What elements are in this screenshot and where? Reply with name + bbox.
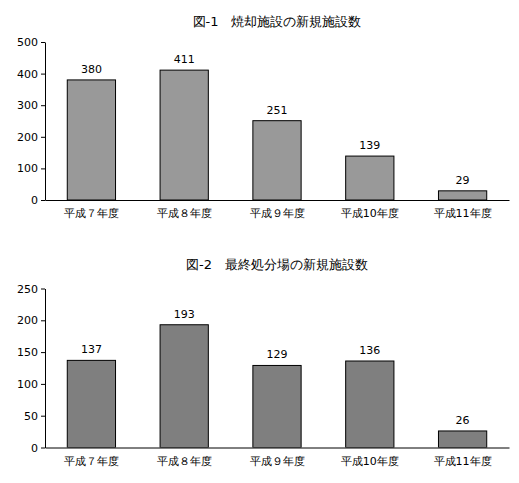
y-tick-label: 400: [17, 68, 38, 81]
y-tick: 100: [17, 162, 45, 175]
y-tick-mark: [41, 200, 45, 201]
y-tick-label: 0: [31, 194, 38, 207]
chart-title: 図-1 焼却施設の新規施設数: [193, 14, 362, 29]
y-tick-mark: [41, 74, 45, 75]
y-tick-label: 100: [17, 162, 38, 175]
y-tick-label: 50: [24, 410, 38, 423]
y-tick: 200: [17, 314, 45, 327]
y-tick-label: 500: [17, 36, 38, 49]
data-label: 29: [456, 174, 470, 187]
bar: [438, 191, 486, 200]
y-tick: 200: [17, 131, 45, 144]
bar: [67, 360, 115, 447]
x-tick-label: 平成８年度: [157, 207, 212, 220]
y-tick-mark: [41, 352, 45, 353]
y-axis: 0 100 200 300 400 500: [17, 36, 46, 207]
bars: [67, 325, 486, 448]
data-label: 380: [81, 63, 102, 76]
bar: [160, 325, 208, 448]
x-tick: 平成９年度: [250, 448, 305, 468]
data-label: 26: [456, 414, 470, 427]
chart-title: 図-2 最終処分場の新規施設数: [186, 257, 368, 272]
y-tick-mark: [41, 416, 45, 417]
y-tick: 400: [17, 68, 45, 81]
y-tick: 500: [17, 36, 45, 49]
data-labels: 137 193 129 136 26: [81, 308, 470, 427]
y-tick-mark: [41, 168, 45, 169]
x-tick: 平成11年度: [434, 448, 492, 468]
y-tick: 100: [17, 378, 45, 391]
x-tick: 平成９年度: [250, 200, 305, 220]
x-axis-line: [46, 448, 510, 449]
y-tick-mark: [41, 105, 45, 106]
bar: [253, 121, 301, 200]
y-axis-line: [45, 289, 46, 448]
bar: [346, 156, 394, 200]
bar: [67, 80, 115, 200]
x-tick: 平成８年度: [157, 448, 212, 468]
y-tick: 300: [17, 99, 45, 112]
bars: [67, 70, 486, 200]
bar: [253, 365, 301, 447]
y-tick-mark: [41, 289, 45, 290]
chart-panel: 図-1 焼却施設の新規施設数 0 100 200 300 400 500 平成７年度 平成８年度…: [17, 14, 510, 220]
y-axis-line: [45, 43, 46, 201]
data-label: 129: [267, 348, 288, 361]
x-tick-label: 平成８年度: [157, 455, 212, 468]
x-tick-label: 平成９年度: [250, 207, 305, 220]
x-tick: 平成８年度: [157, 200, 212, 220]
data-label: 193: [174, 308, 195, 321]
y-tick: 150: [17, 346, 45, 359]
chart-panel: 図-2 最終処分場の新規施設数 0 50 100 150 200 250 平成７年度 平成８年度…: [17, 257, 510, 468]
x-tick-label: 平成10年度: [341, 207, 399, 220]
y-tick-mark: [41, 42, 45, 43]
y-tick-label: 250: [17, 283, 38, 296]
x-tick-label: 平成７年度: [64, 455, 119, 468]
y-tick-mark: [41, 320, 45, 321]
bar: [438, 431, 486, 448]
x-axis: 平成７年度 平成８年度 平成９年度 平成10年度 平成11年度: [46, 448, 510, 468]
y-tick: 50: [24, 410, 45, 423]
bar: [346, 361, 394, 447]
y-tick: 250: [17, 283, 45, 296]
data-labels: 380 411 251 139 29: [81, 53, 470, 187]
y-tick-mark: [41, 448, 45, 449]
y-tick-label: 150: [17, 346, 38, 359]
x-tick-label: 平成10年度: [341, 455, 399, 468]
x-tick-label: 平成７年度: [64, 207, 119, 220]
x-axis-line: [46, 200, 510, 201]
y-tick-mark: [41, 384, 45, 385]
data-label: 136: [359, 344, 380, 357]
y-tick-mark: [41, 137, 45, 138]
y-tick-label: 100: [17, 378, 38, 391]
data-label: 251: [267, 104, 288, 117]
x-tick: 平成７年度: [64, 200, 119, 220]
x-tick-label: 平成11年度: [434, 207, 492, 220]
y-tick: 0: [31, 442, 45, 455]
y-tick-label: 200: [17, 314, 38, 327]
y-tick-label: 0: [31, 442, 38, 455]
x-tick: 平成７年度: [64, 448, 119, 468]
y-axis: 0 50 100 150 200 250: [17, 283, 46, 455]
page: 図-1 焼却施設の新規施設数0100200300400500平成７年度平成８年度…: [0, 0, 519, 483]
x-tick-label: 平成11年度: [434, 455, 492, 468]
y-tick: 0: [31, 194, 45, 207]
data-label: 137: [81, 343, 102, 356]
x-tick: 平成11年度: [434, 200, 492, 220]
x-axis: 平成７年度 平成８年度 平成９年度 平成10年度 平成11年度: [46, 200, 510, 220]
y-tick-label: 300: [17, 99, 38, 112]
y-tick-label: 200: [17, 131, 38, 144]
x-tick: 平成10年度: [341, 200, 399, 220]
x-tick-label: 平成９年度: [250, 455, 305, 468]
x-tick: 平成10年度: [341, 448, 399, 468]
bar: [160, 70, 208, 200]
data-label: 411: [174, 53, 195, 66]
data-label: 139: [359, 139, 380, 152]
